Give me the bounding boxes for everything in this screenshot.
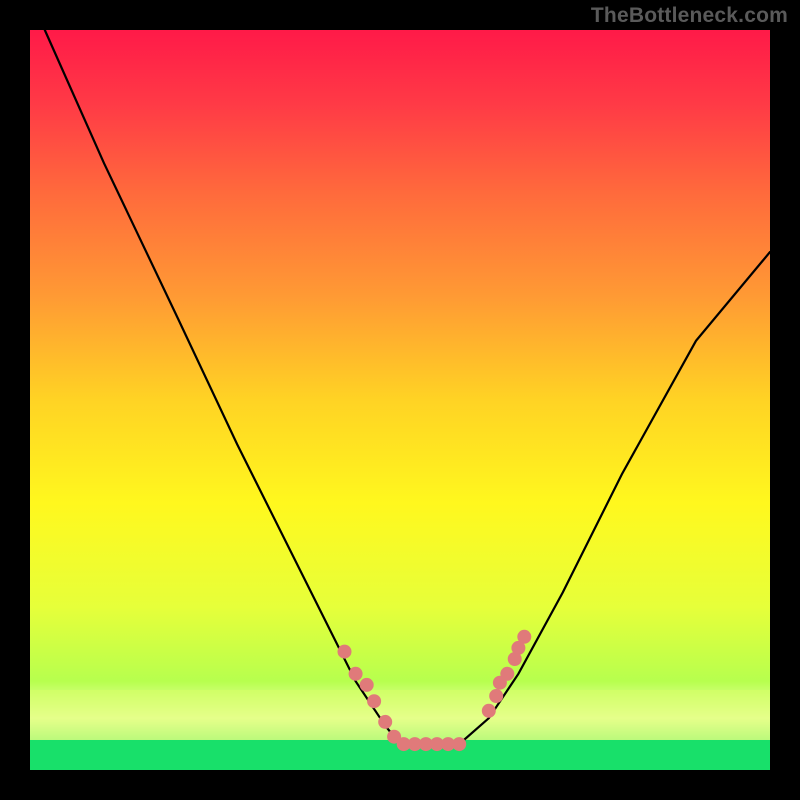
marker-dot [452,737,466,751]
pale-band [30,690,770,740]
marker-dot [489,689,503,703]
marker-dot [517,630,531,644]
marker-dot [338,645,352,659]
marker-dot [378,715,392,729]
plot-background [30,30,770,770]
chart-container: TheBottleneck.com [0,0,800,800]
marker-dot [360,678,374,692]
marker-dot [500,667,514,681]
marker-dot [367,694,381,708]
marker-dot [349,667,363,681]
marker-dot [482,704,496,718]
watermark-text: TheBottleneck.com [591,4,788,28]
chart-svg [0,0,800,800]
